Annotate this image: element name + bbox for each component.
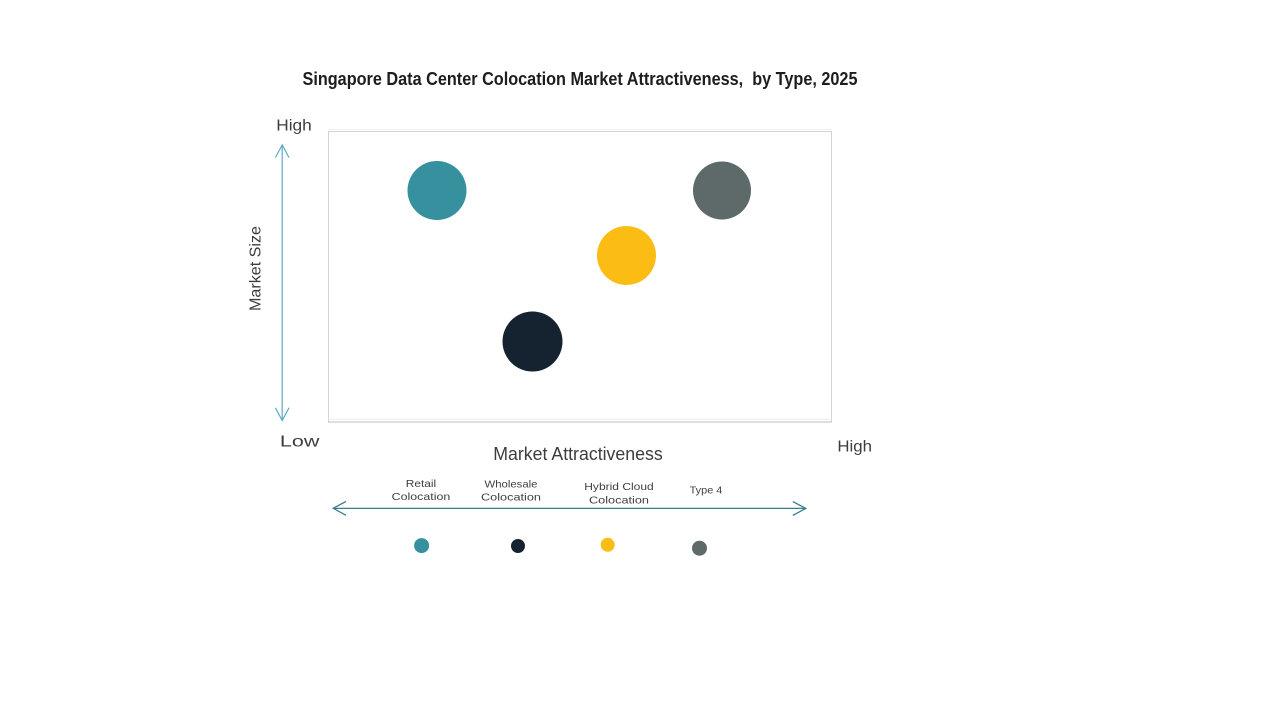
svg-text:Market Attractiveness: Market Attractiveness: [493, 444, 663, 464]
svg-text:Low: Low: [280, 434, 320, 451]
svg-text:High: High: [837, 439, 872, 456]
svg-text:Hybrid Cloud: Hybrid Cloud: [584, 481, 654, 493]
svg-text:Colocation: Colocation: [392, 491, 451, 503]
svg-text:Singapore Data Center Colocati: Singapore Data Center Colocation Market …: [303, 68, 858, 89]
svg-text:Colocation: Colocation: [481, 492, 541, 504]
svg-text:Colocation: Colocation: [589, 495, 649, 507]
svg-text:Wholesale: Wholesale: [485, 479, 538, 491]
svg-text:Retail: Retail: [406, 478, 436, 490]
svg-text:High: High: [276, 118, 312, 135]
svg-text:Market Size: Market Size: [247, 226, 264, 311]
svg-text:Type 4: Type 4: [690, 484, 723, 496]
